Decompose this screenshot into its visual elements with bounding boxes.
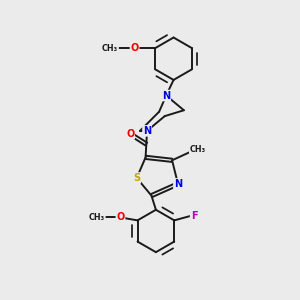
Text: N: N [174,179,182,189]
Text: O: O [126,129,134,139]
Text: S: S [133,173,140,183]
Text: O: O [130,43,139,53]
Text: N: N [162,91,170,100]
Text: CH₃: CH₃ [102,44,118,52]
Text: CH₃: CH₃ [89,213,105,222]
Text: CH₃: CH₃ [190,146,206,154]
Text: F: F [191,211,197,221]
Text: N: N [143,126,151,136]
Text: O: O [116,212,124,222]
